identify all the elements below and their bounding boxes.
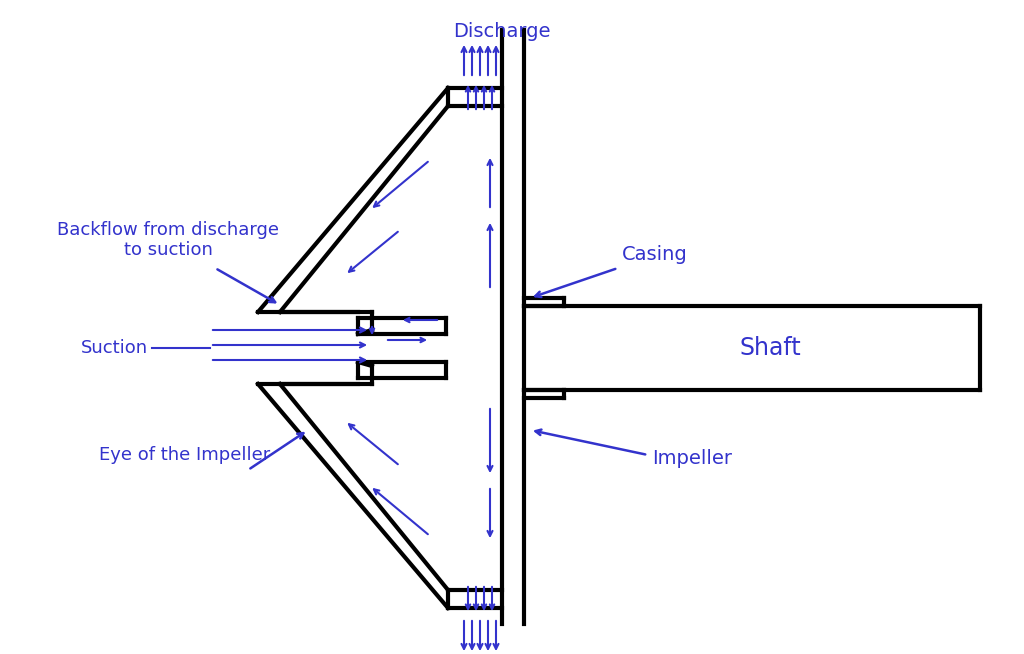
Text: Eye of the Impeller: Eye of the Impeller <box>99 446 270 464</box>
Text: Casing: Casing <box>622 245 688 264</box>
Text: Discharge: Discharge <box>454 22 551 41</box>
Text: Impeller: Impeller <box>652 449 732 468</box>
Text: Suction: Suction <box>81 339 148 357</box>
Text: Shaft: Shaft <box>739 336 801 360</box>
Text: Backflow from discharge
to suction: Backflow from discharge to suction <box>57 220 279 260</box>
